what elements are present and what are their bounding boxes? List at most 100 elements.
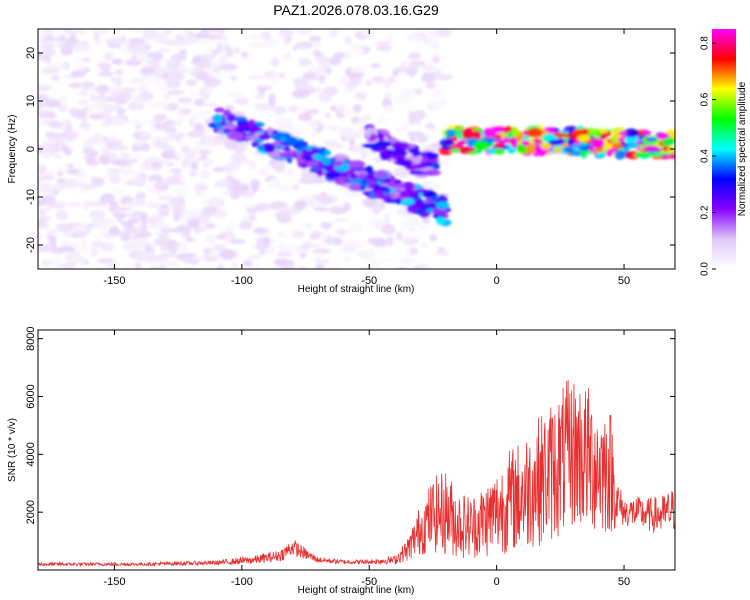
noise-blob [41,150,51,160]
noise-blob [59,100,68,106]
noise-blob [330,105,338,112]
track-blob [349,173,358,181]
noise-blob [67,107,81,114]
noise-blob [55,210,68,221]
track-blob [408,170,426,175]
snr-x-tick-label: -50 [361,576,377,588]
noise-blob [386,236,394,246]
track-blob [309,167,317,173]
noise-blob [205,234,218,245]
noise-blob [114,91,132,101]
track-blob [375,169,386,179]
noise-blob [89,92,97,97]
noise-blob [51,29,62,39]
noise-blob [169,239,177,245]
noise-blob [229,219,237,228]
noise-blob [199,149,212,155]
noise-blob [168,72,184,82]
noise-blob [91,177,105,187]
noise-blob [53,200,66,211]
noise-blob [111,58,124,65]
noise-blob [183,34,199,44]
noise-blob [213,235,228,240]
noise-blob [208,249,222,258]
noise-blob [242,159,252,165]
noise-blob [56,163,69,173]
noise-blob [345,228,355,236]
noise-blob [313,206,330,212]
noise-blob [201,198,209,206]
noise-blob [154,38,172,44]
noise-blob [158,67,177,73]
noise-blob [193,123,205,132]
noise-blob [171,185,189,195]
track-blob [445,128,456,139]
noise-blob [206,223,216,229]
noise-blob [103,264,116,269]
track-blob [266,126,274,136]
noise-blob [99,98,107,108]
noise-blob [418,263,429,269]
noise-blob [172,205,183,216]
track-blob [472,140,491,151]
noise-blob [304,221,313,229]
track-blob [655,132,670,140]
noise-blob [60,63,68,69]
noise-blob [212,197,221,206]
noise-blob [41,140,58,145]
track-blob [483,128,492,137]
noise-blob [129,118,147,127]
noise-blob [314,67,327,76]
noise-blob [186,79,197,87]
noise-blob [38,217,46,228]
noise-blob [78,90,89,97]
noise-blob [68,83,82,88]
track-blob [382,198,399,204]
track-blob [223,109,232,117]
track-blob [301,147,319,156]
noise-blob [140,83,149,93]
noise-blob [378,257,392,263]
noise-blob [158,224,171,229]
noise-blob [428,234,438,242]
noise-blob [89,95,98,101]
track-blob [625,150,641,160]
noise-blob [298,265,306,269]
snr-y-tick-label: 4000 [25,442,37,466]
snr-series-line [38,379,675,568]
noise-blob [372,75,385,84]
noise-blob [315,263,325,269]
track-blob [580,149,587,159]
noise-blob [158,233,169,241]
noise-blob [276,183,292,192]
noise-blob [79,122,91,128]
noise-blob [203,77,222,88]
noise-blob [189,90,197,100]
noise-blob [173,172,183,179]
noise-blob [212,209,227,219]
noise-blob [425,82,437,89]
noise-blob [351,118,359,124]
noise-blob [80,238,88,247]
noise-blob [301,242,310,251]
noise-blob [38,29,49,38]
spectrogram-x-ticks: -150 -100 -50 0 50 [103,29,630,287]
noise-blob [212,38,231,44]
noise-blob [51,75,61,81]
track-blob [407,163,426,170]
spectrogram-y-tick-label: -20 [25,237,37,253]
noise-blob [226,160,241,170]
noise-blob [38,110,55,119]
noise-blob [224,170,233,176]
colorbar-ticks: 0.0 0.2 0.4 0.6 0.8 [700,36,716,276]
noise-blob [153,114,168,121]
noise-blob [59,96,69,102]
noise-blob [75,171,85,179]
noise-blob [258,249,266,256]
spectrogram-y-axis-label: Frequency (Hz) [7,115,18,184]
noise-blob [163,92,171,101]
noise-blob [288,208,303,214]
noise-blob [348,136,355,147]
noise-blob [373,156,383,164]
noise-blob [108,226,120,236]
